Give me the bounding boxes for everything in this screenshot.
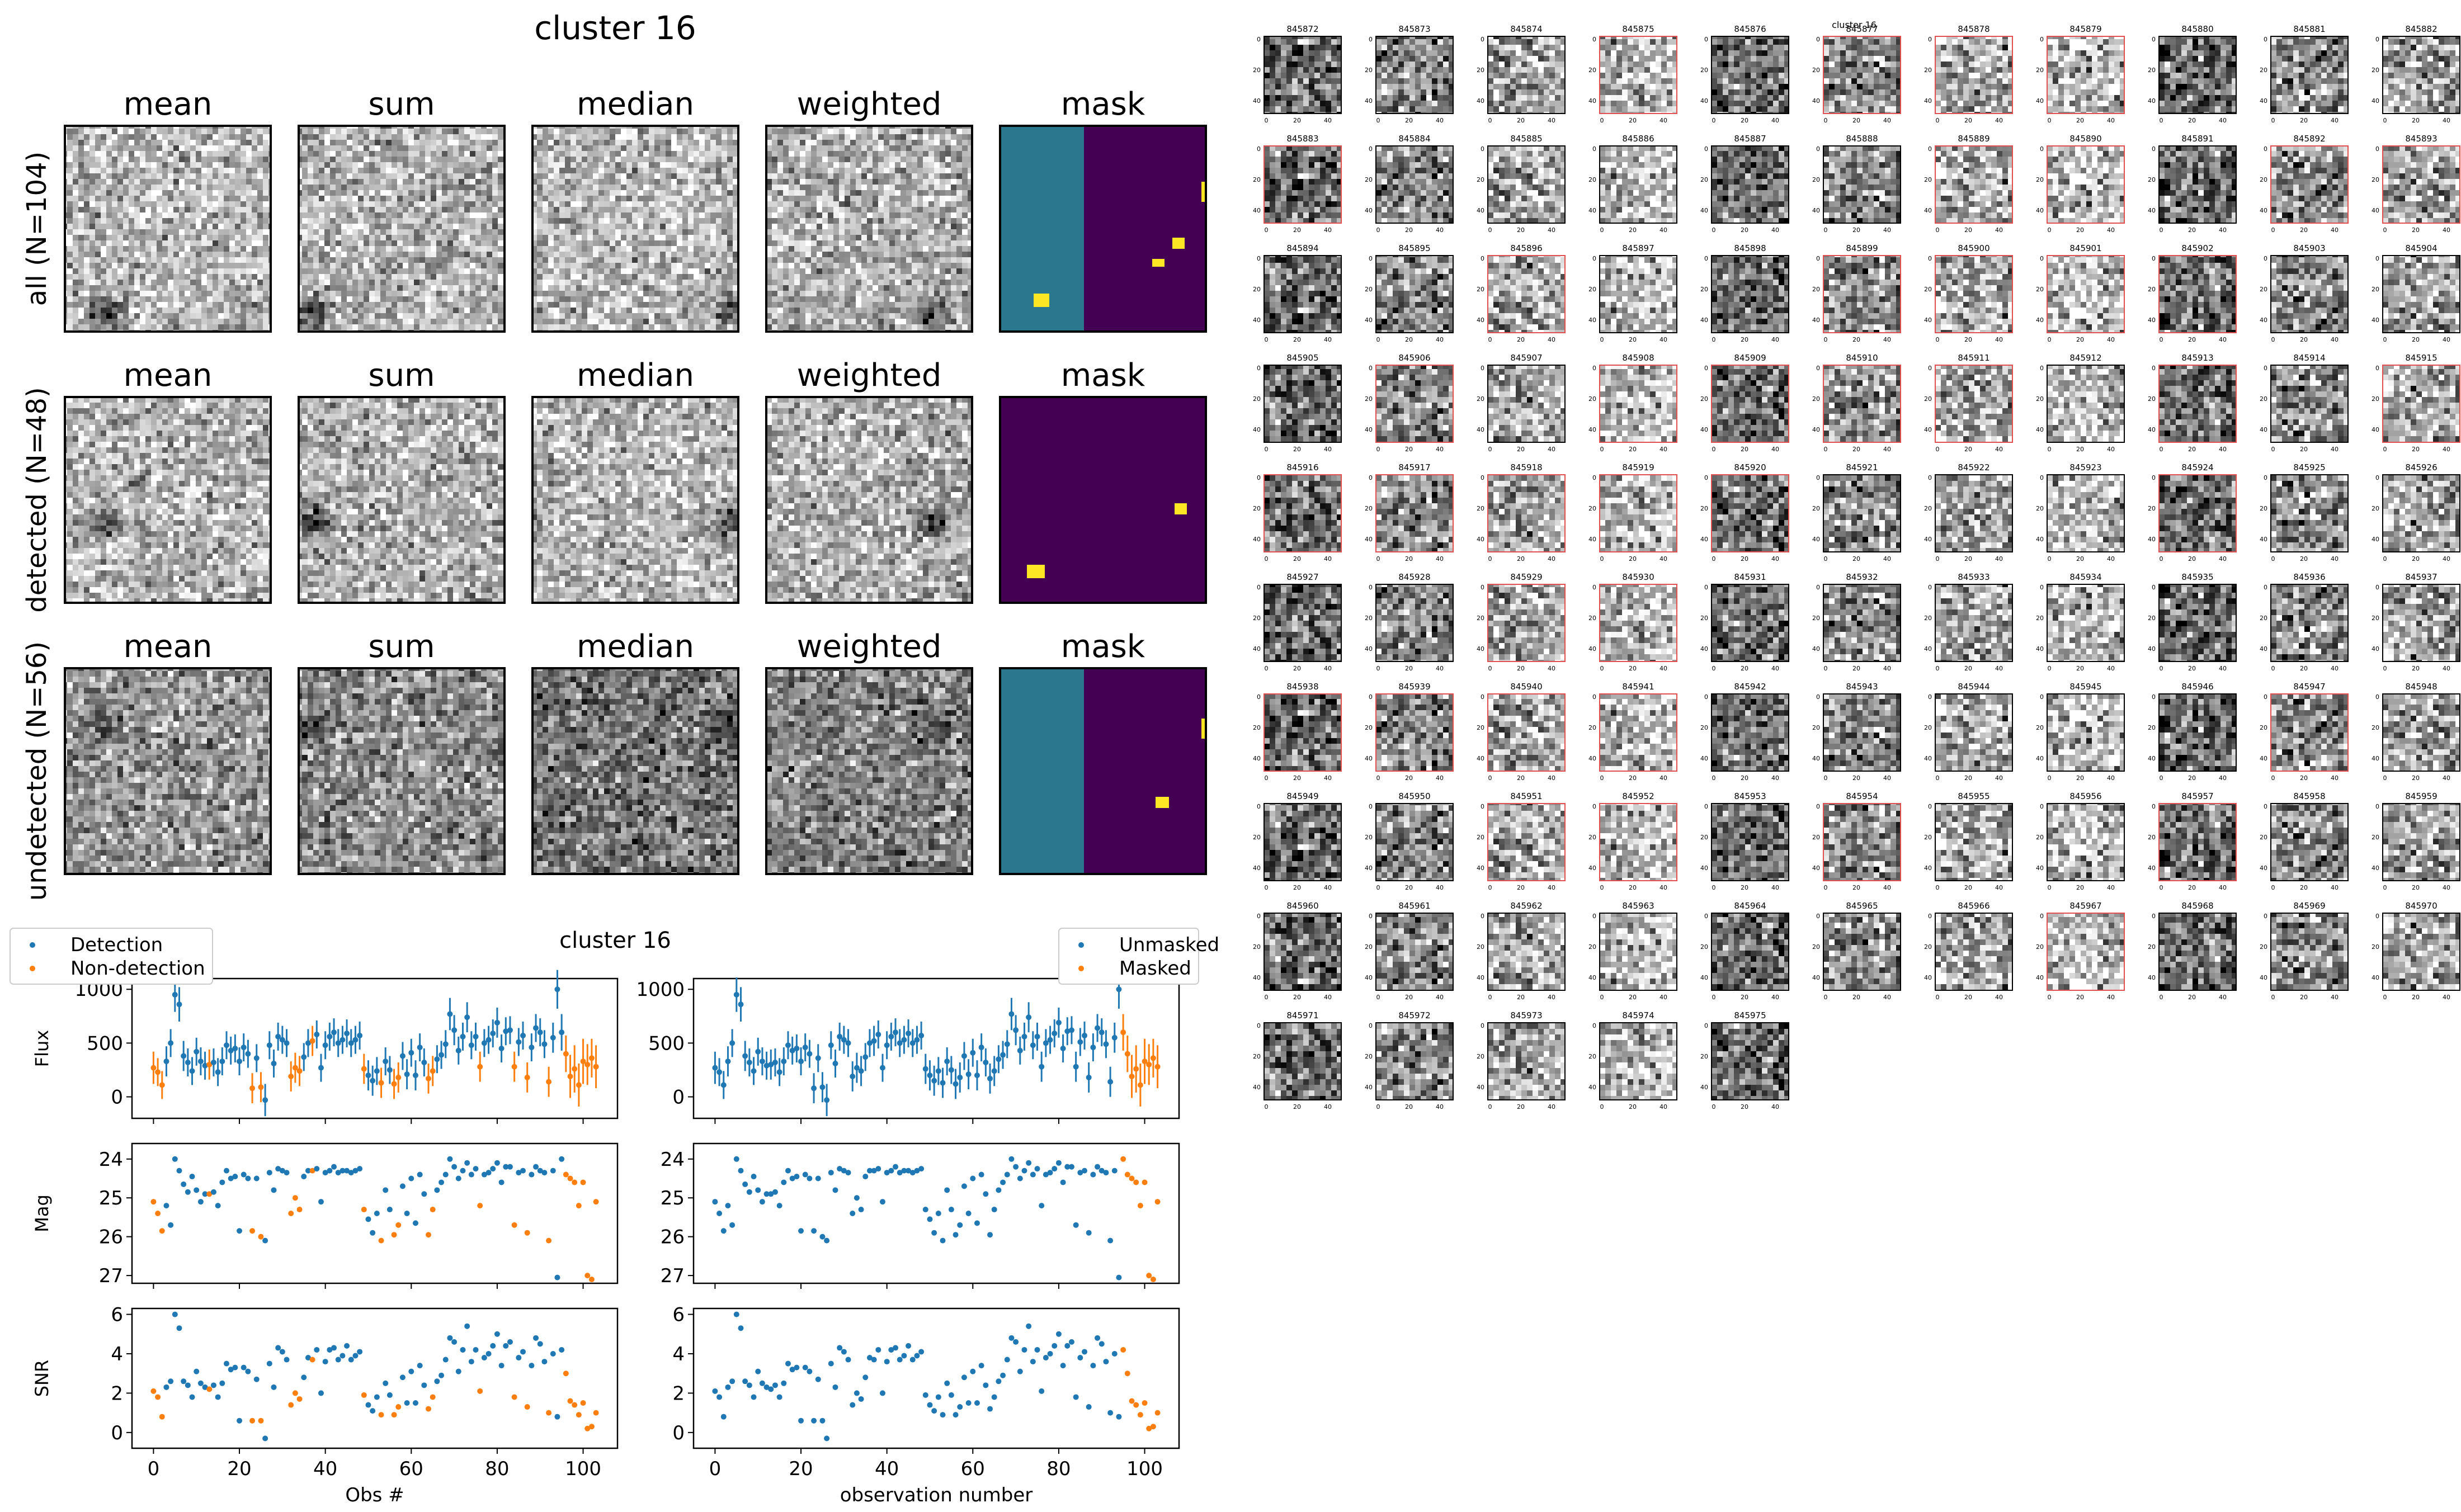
mask-pixel	[1201, 719, 1206, 739]
axes-frame	[64, 667, 272, 875]
column-title: mask	[1061, 357, 1145, 394]
column-title: mean	[124, 357, 213, 394]
column-title: weighted	[797, 86, 942, 122]
stack-image	[766, 126, 972, 332]
mask-pixel	[1201, 182, 1206, 202]
axes-frame	[64, 396, 272, 604]
stack-image	[65, 126, 271, 332]
stack-image	[532, 126, 738, 332]
column-title: mean	[124, 629, 213, 665]
stack-image	[65, 397, 271, 603]
column-title: weighted	[797, 357, 942, 394]
mask-pixel	[1027, 565, 1045, 578]
stack-grid: all (N=104) mean sum median weighted mask dete…	[21, 86, 1207, 901]
mask-pixel	[1175, 503, 1187, 514]
mask-pixel	[1034, 294, 1049, 307]
column-title: mask	[1061, 629, 1145, 665]
row-label: all (N=104)	[21, 152, 53, 306]
column-title: weighted	[797, 629, 942, 665]
column-title: sum	[368, 86, 435, 122]
mask-pixel	[1156, 797, 1169, 808]
stack-image	[532, 397, 738, 603]
axes-frame	[999, 125, 1207, 333]
stack-figure: cluster 16 all (N=104) mean sum median weigh…	[21, 9, 1207, 901]
stack-image	[299, 126, 505, 332]
stack-image	[766, 668, 972, 874]
stack-image	[532, 668, 738, 874]
axes-frame	[298, 125, 506, 333]
axes-frame	[298, 396, 506, 604]
axes-frame	[531, 125, 739, 333]
figure-title: cluster 16	[534, 9, 696, 47]
axes-frame	[531, 667, 739, 875]
stack-image	[299, 668, 505, 874]
axes-frame	[765, 667, 973, 875]
column-title: sum	[368, 629, 435, 665]
row-label: detected (N=48)	[21, 387, 53, 612]
column-title: mask	[1061, 86, 1145, 122]
axes-frame	[999, 396, 1207, 604]
axes-frame	[765, 396, 973, 604]
stack-image	[766, 397, 972, 603]
axes-frame	[64, 125, 272, 333]
column-title: mean	[124, 86, 213, 122]
column-title: median	[577, 86, 694, 122]
axes-frame	[999, 667, 1207, 875]
column-title: median	[577, 357, 694, 394]
column-title: median	[577, 629, 694, 665]
left-figure: cluster 16 all (N=104) mean sum median weigh…	[0, 0, 1230, 1506]
mask-pixel	[1172, 238, 1185, 249]
axes-frame	[765, 125, 973, 333]
axes-frame	[298, 667, 506, 875]
axes-frame	[531, 396, 739, 604]
stack-image	[65, 668, 271, 874]
row-label: undetected (N=56)	[21, 641, 53, 901]
stack-image	[299, 397, 505, 603]
mask-region	[1000, 668, 1084, 874]
column-title: sum	[368, 357, 435, 394]
mask-pixel	[1152, 259, 1165, 267]
